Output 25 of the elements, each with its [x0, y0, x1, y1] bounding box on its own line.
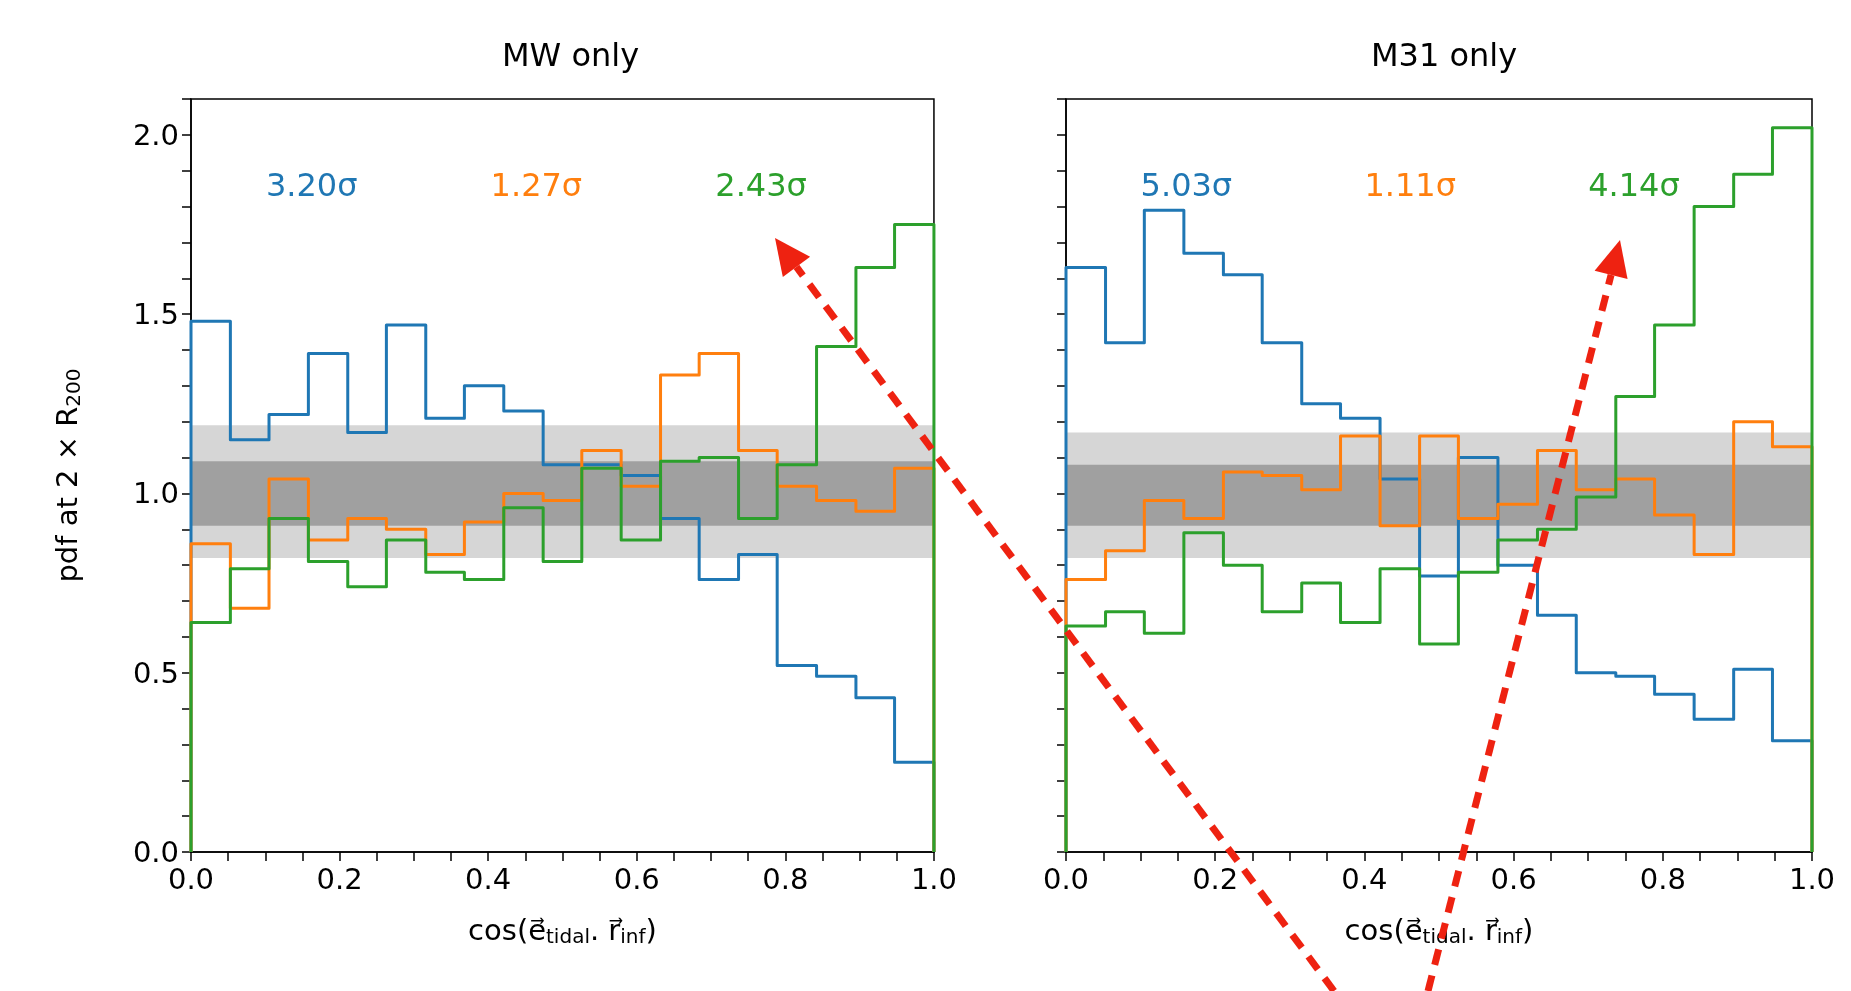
annotation: 4.14σ [1588, 166, 1680, 204]
x-tick-label: 0.0 [1042, 861, 1090, 896]
annotation: 2.43σ [715, 166, 807, 204]
y-axis-title: pdf at 2 × R200 [50, 368, 85, 583]
y-tick-label: 1.5 [132, 297, 179, 332]
x-tick-label: 1.0 [1788, 861, 1836, 896]
x-tick-label: 0.2 [316, 861, 363, 896]
annotation: 3.20σ [265, 166, 358, 204]
y-tick-label: 1.0 [132, 476, 179, 511]
x-tick-label: 1.0 [910, 861, 957, 896]
x-tick-label: 0.2 [1192, 861, 1239, 896]
x-tick-label: 0.6 [613, 861, 660, 896]
x-tick-label: 0.8 [1639, 861, 1686, 896]
chart-title: MW only [501, 36, 640, 74]
y-tick-label: 2.0 [132, 117, 179, 152]
x-tick-label: 0.4 [465, 861, 512, 896]
x-axis-title: cos(e⃗tidal. r⃗inf) [468, 913, 657, 948]
annotation: 1.11σ [1364, 166, 1456, 204]
chart-title: M31 only [1370, 36, 1518, 74]
x-tick-label: 0.6 [1490, 861, 1537, 896]
x-tick-label: 0.4 [1341, 861, 1388, 896]
x-tick-label: 0.8 [762, 861, 809, 896]
annotation: 5.03σ [1140, 166, 1233, 204]
y-tick-label: 0.5 [132, 655, 179, 690]
annotation: 1.27σ [490, 166, 583, 204]
